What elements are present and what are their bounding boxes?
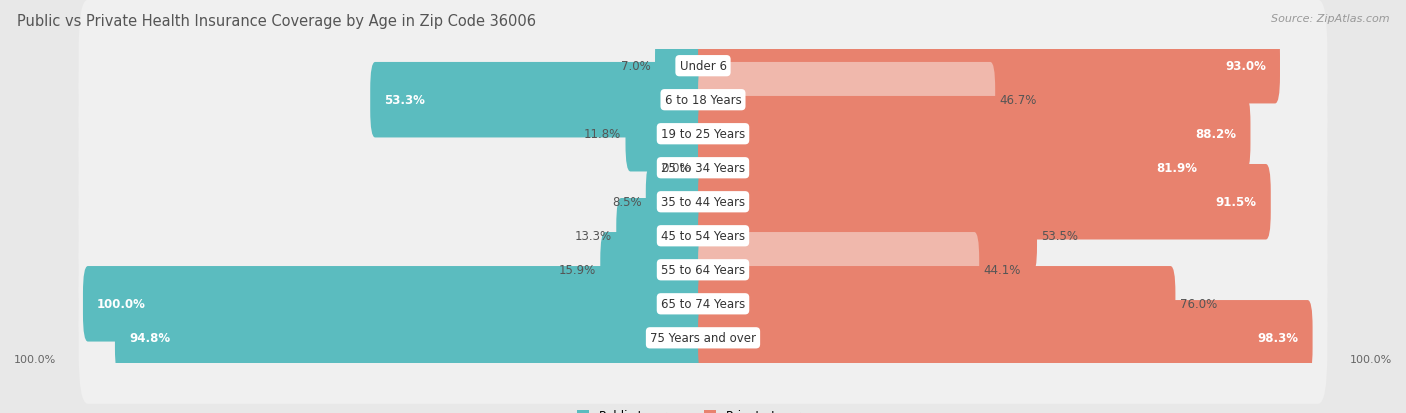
FancyBboxPatch shape xyxy=(79,102,1327,234)
Text: 8.5%: 8.5% xyxy=(612,196,641,209)
FancyBboxPatch shape xyxy=(645,165,709,240)
FancyBboxPatch shape xyxy=(655,29,709,104)
Text: 98.3%: 98.3% xyxy=(1257,332,1299,344)
FancyBboxPatch shape xyxy=(616,199,709,274)
Text: 19 to 25 Years: 19 to 25 Years xyxy=(661,128,745,141)
FancyBboxPatch shape xyxy=(79,136,1327,268)
FancyBboxPatch shape xyxy=(697,266,1175,342)
FancyBboxPatch shape xyxy=(697,300,1313,376)
Text: 93.0%: 93.0% xyxy=(1225,60,1265,73)
FancyBboxPatch shape xyxy=(79,69,1327,200)
FancyBboxPatch shape xyxy=(626,97,709,172)
Text: 35 to 44 Years: 35 to 44 Years xyxy=(661,196,745,209)
Text: 81.9%: 81.9% xyxy=(1157,162,1198,175)
Text: Public vs Private Health Insurance Coverage by Age in Zip Code 36006: Public vs Private Health Insurance Cover… xyxy=(17,14,536,29)
FancyBboxPatch shape xyxy=(79,1,1327,132)
Text: 75 Years and over: 75 Years and over xyxy=(650,332,756,344)
Text: 76.0%: 76.0% xyxy=(1180,298,1218,311)
Text: 53.3%: 53.3% xyxy=(384,94,425,107)
FancyBboxPatch shape xyxy=(79,272,1327,404)
FancyBboxPatch shape xyxy=(79,204,1327,336)
Text: Source: ZipAtlas.com: Source: ZipAtlas.com xyxy=(1271,14,1389,24)
FancyBboxPatch shape xyxy=(697,199,1038,274)
FancyBboxPatch shape xyxy=(697,233,979,308)
FancyBboxPatch shape xyxy=(115,300,707,376)
FancyBboxPatch shape xyxy=(697,97,1250,172)
FancyBboxPatch shape xyxy=(79,238,1327,370)
Text: 25 to 34 Years: 25 to 34 Years xyxy=(661,162,745,175)
FancyBboxPatch shape xyxy=(83,266,707,342)
Text: 100.0%: 100.0% xyxy=(1350,354,1392,364)
Text: 53.5%: 53.5% xyxy=(1042,230,1078,243)
FancyBboxPatch shape xyxy=(79,170,1327,302)
FancyBboxPatch shape xyxy=(697,63,995,138)
FancyBboxPatch shape xyxy=(79,35,1327,166)
Text: 6 to 18 Years: 6 to 18 Years xyxy=(665,94,741,107)
Text: 100.0%: 100.0% xyxy=(14,354,56,364)
Text: 88.2%: 88.2% xyxy=(1195,128,1236,141)
FancyBboxPatch shape xyxy=(600,233,709,308)
Legend: Public Insurance, Private Insurance: Public Insurance, Private Insurance xyxy=(572,404,834,413)
Text: 11.8%: 11.8% xyxy=(583,128,621,141)
Text: 46.7%: 46.7% xyxy=(1000,94,1036,107)
Text: 65 to 74 Years: 65 to 74 Years xyxy=(661,298,745,311)
Text: 91.5%: 91.5% xyxy=(1216,196,1257,209)
Text: 7.0%: 7.0% xyxy=(621,60,651,73)
FancyBboxPatch shape xyxy=(370,63,709,138)
Text: 13.3%: 13.3% xyxy=(575,230,612,243)
Text: 44.1%: 44.1% xyxy=(984,263,1021,277)
Text: 55 to 64 Years: 55 to 64 Years xyxy=(661,263,745,277)
Text: 0.0%: 0.0% xyxy=(661,162,690,175)
Text: 45 to 54 Years: 45 to 54 Years xyxy=(661,230,745,243)
FancyBboxPatch shape xyxy=(697,29,1279,104)
Text: 15.9%: 15.9% xyxy=(558,263,596,277)
Text: Under 6: Under 6 xyxy=(679,60,727,73)
FancyBboxPatch shape xyxy=(697,165,1271,240)
Text: 94.8%: 94.8% xyxy=(129,332,170,344)
Text: 100.0%: 100.0% xyxy=(97,298,146,311)
FancyBboxPatch shape xyxy=(697,131,1212,206)
